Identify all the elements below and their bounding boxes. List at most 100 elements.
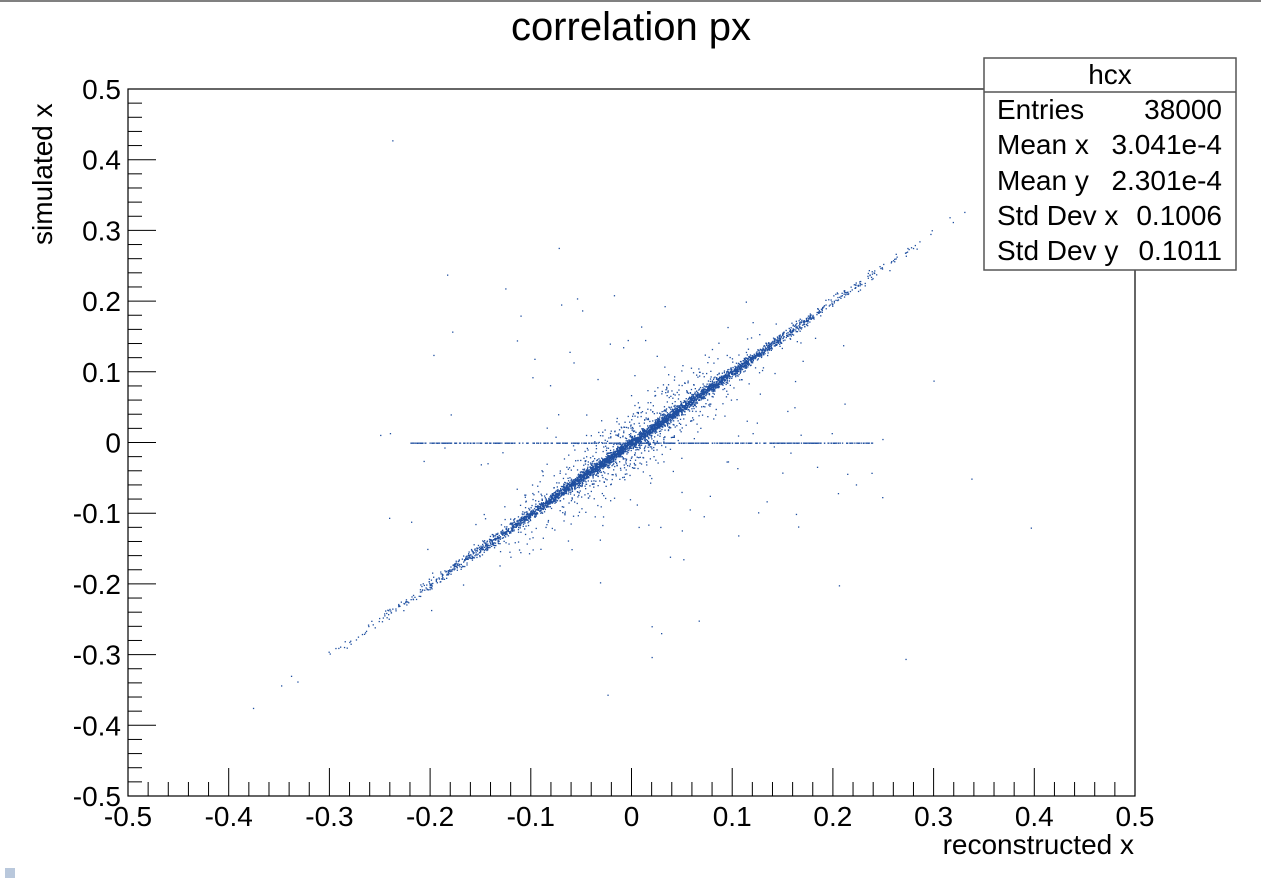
scatter-point [724,374,726,377]
scatter-point [611,457,613,459]
scatter-point [591,463,593,465]
scatter-point [571,485,574,487]
scatter-point [569,493,572,495]
scatter-point [615,461,617,463]
scatter-point [549,500,551,502]
scatter-point [718,378,720,380]
scatter-point [581,496,583,498]
scatter-point [563,494,565,496]
scatter-point [541,495,543,497]
scatter-point [415,598,418,601]
scatter-point [554,499,556,501]
scatter-point [734,374,736,376]
scatter-point [620,456,622,458]
scatter-point [702,390,704,392]
scatter-point [867,277,869,279]
scatter-point [773,340,776,342]
scatter-point [685,401,687,403]
scatter-point [696,394,698,396]
scatter-point [763,345,765,348]
scatter-point [603,460,605,462]
scatter-point [687,392,689,394]
scatter-point [814,337,817,339]
scatter-point [791,331,794,333]
scatter-point [745,366,747,369]
scatter-point [748,383,750,385]
scatter-point [606,460,608,462]
scatter-point [508,543,510,545]
scatter-point [560,492,562,494]
scatter-point [702,392,704,394]
scatter-point [343,646,346,649]
scatter-point [759,353,761,355]
scatter-point [571,482,573,484]
scatter-point [759,442,761,444]
scatter-point [832,305,834,307]
scatter-point [477,544,480,547]
scatter-point [471,550,473,552]
scatter-point [750,360,752,363]
scatter-point [803,442,805,444]
scatter-point [476,549,478,551]
scatter-point [746,357,748,359]
scatter-point [734,371,736,373]
scatter-point [531,531,533,533]
scatter-point [474,555,476,557]
scatter-point [758,372,761,374]
scatter-point [737,370,740,373]
scatter-point [837,299,840,301]
scatter-point [497,540,499,542]
scatter-point [752,362,754,364]
scatter-point [649,430,651,432]
scatter-point [596,463,598,465]
scatter-point [644,434,647,436]
scatter-point [672,470,674,473]
scatter-point [450,573,452,575]
scatter-point [574,479,576,481]
scatter-point [574,485,576,487]
scatter-point [792,328,794,330]
scatter-point [613,469,615,471]
scatter-point [529,515,531,517]
scatter-point [655,422,657,425]
scatter-point [442,574,444,576]
scatter-point [722,376,724,378]
scatter-point [637,440,640,442]
scatter-point [767,354,769,357]
scatter-point [628,447,630,449]
scatter-point [704,389,706,391]
scatter-point [666,416,668,419]
scatter-point [556,489,558,492]
scatter-point [469,554,471,556]
scatter-point [672,408,674,411]
scatter-point [579,481,581,483]
scatter-point [449,570,451,572]
scatter-point [660,424,662,427]
scatter-point [684,382,686,384]
scatter-point [453,569,455,571]
scatter-point [638,446,640,449]
scatter-point [618,455,620,457]
scatter-point [500,531,502,533]
scatter-point [775,323,777,325]
scatter-point [662,384,665,386]
scatter-point [544,504,546,506]
scatter-point [583,477,585,479]
scatter-point [796,331,799,333]
scatter-point [660,442,662,444]
scatter-point [743,363,745,365]
scatter-point [740,365,742,368]
scatter-point [603,464,605,467]
scatter-point [674,416,676,418]
scatter-point [450,571,452,573]
scatter-point [705,386,707,388]
scatter-point [789,337,791,340]
scatter-point [509,551,511,553]
scatter-point [737,435,740,437]
scatter-point [589,473,591,475]
scatter-point [544,505,546,507]
scatter-point [570,485,573,488]
scatter-point [659,425,661,427]
scatter-point [628,439,630,441]
scatter-point [528,517,531,520]
